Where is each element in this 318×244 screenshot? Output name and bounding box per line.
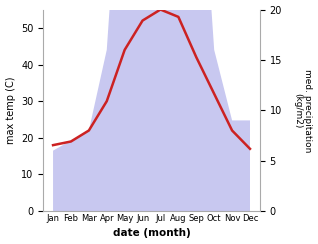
- X-axis label: date (month): date (month): [113, 228, 190, 238]
- Y-axis label: med. precipitation
(kg/m2): med. precipitation (kg/m2): [293, 69, 313, 152]
- Y-axis label: max temp (C): max temp (C): [5, 77, 16, 144]
